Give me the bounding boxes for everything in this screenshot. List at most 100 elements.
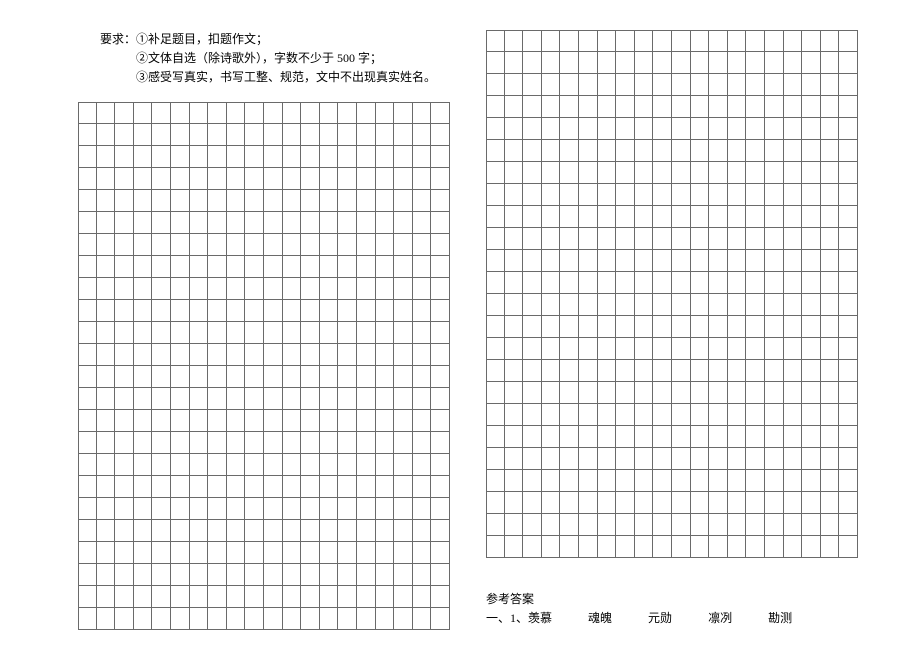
grid-cell (523, 426, 542, 448)
grid-cell (746, 118, 765, 140)
grid-cell (505, 316, 524, 338)
grid-cell (190, 476, 209, 498)
grid-cell (376, 608, 395, 630)
grid-cell (505, 470, 524, 492)
grid-cell (784, 448, 803, 470)
grid-cell (765, 140, 784, 162)
grid-cell (394, 454, 413, 476)
grid-cell (728, 514, 747, 536)
grid-cell (765, 470, 784, 492)
grid-cell (560, 470, 579, 492)
grid-cell (264, 256, 283, 278)
grid-cell (134, 388, 153, 410)
grid-cell (338, 190, 357, 212)
grid-cell (579, 514, 598, 536)
grid-cell (728, 294, 747, 316)
grid-cell (709, 184, 728, 206)
grid-cell (635, 140, 654, 162)
grid-cell (171, 476, 190, 498)
grid-cell (227, 190, 246, 212)
grid-cell (394, 234, 413, 256)
grid-cell (413, 344, 432, 366)
grid-cell (560, 228, 579, 250)
grid-cell (746, 228, 765, 250)
grid-cell (208, 388, 227, 410)
grid-cell (579, 118, 598, 140)
grid-cell (320, 124, 339, 146)
grid-cell (245, 102, 264, 124)
grid-cell (264, 168, 283, 190)
grid-cell (542, 162, 561, 184)
grid-cell (709, 426, 728, 448)
grid-cell (152, 190, 171, 212)
grid-cell (691, 228, 710, 250)
grid-cell (746, 272, 765, 294)
grid-cell (672, 294, 691, 316)
grid-cell (635, 250, 654, 272)
grid-cell (579, 470, 598, 492)
grid-cell (78, 146, 97, 168)
grid-cell (765, 448, 784, 470)
grid-cell (171, 498, 190, 520)
grid-cell (542, 272, 561, 294)
instruction-text-3: ③感受写真实，书写工整、规范，文中不出现真实姓名。 (136, 70, 436, 84)
grid-cell (635, 514, 654, 536)
grid-cell (821, 492, 840, 514)
grid-cell (560, 382, 579, 404)
grid-cell (357, 432, 376, 454)
grid-cell (765, 272, 784, 294)
grid-cell (616, 448, 635, 470)
grid-cell (486, 30, 505, 52)
grid-cell (653, 536, 672, 558)
grid-cell (802, 316, 821, 338)
grid-cell (357, 322, 376, 344)
grid-cell (97, 366, 116, 388)
grid-cell (171, 190, 190, 212)
grid-cell (728, 338, 747, 360)
grid-cell (190, 498, 209, 520)
grid-cell (320, 542, 339, 564)
writing-grid-right (486, 30, 858, 558)
grid-cell (505, 74, 524, 96)
grid-cell (839, 294, 858, 316)
grid-cell (431, 586, 450, 608)
grid-cell (839, 404, 858, 426)
grid-cell (691, 426, 710, 448)
grid-cell (376, 498, 395, 520)
grid-cell (672, 184, 691, 206)
grid-cell (134, 454, 153, 476)
grid-cell (802, 536, 821, 558)
grid-cell (486, 360, 505, 382)
answer-section: 参考答案 一、1、羡慕魂魄元勋凛冽勘测 (486, 590, 792, 628)
grid-cell (560, 514, 579, 536)
grid-cell (802, 272, 821, 294)
grid-cell (523, 140, 542, 162)
grid-cell (245, 322, 264, 344)
grid-cell (227, 146, 246, 168)
grid-cell (635, 426, 654, 448)
grid-cell (672, 382, 691, 404)
grid-cell (208, 608, 227, 630)
grid-cell (376, 520, 395, 542)
grid-cell (338, 322, 357, 344)
grid-cell (134, 608, 153, 630)
grid-cell (264, 564, 283, 586)
grid-cell (301, 388, 320, 410)
grid-cell (616, 426, 635, 448)
grid-cell (728, 250, 747, 272)
grid-cell (765, 74, 784, 96)
grid-cell (784, 470, 803, 492)
grid-cell (376, 388, 395, 410)
grid-cell (115, 322, 134, 344)
grid-cell (78, 278, 97, 300)
grid-cell (691, 404, 710, 426)
grid-cell (505, 360, 524, 382)
grid-cell (320, 256, 339, 278)
grid-cell (765, 162, 784, 184)
grid-cell (746, 536, 765, 558)
grid-cell (746, 316, 765, 338)
grid-cell (821, 338, 840, 360)
grid-cell (245, 498, 264, 520)
grid-cell (821, 228, 840, 250)
instruction-line-2: ②文体自选（除诗歌外），字数不少于 500 字； (100, 49, 436, 68)
